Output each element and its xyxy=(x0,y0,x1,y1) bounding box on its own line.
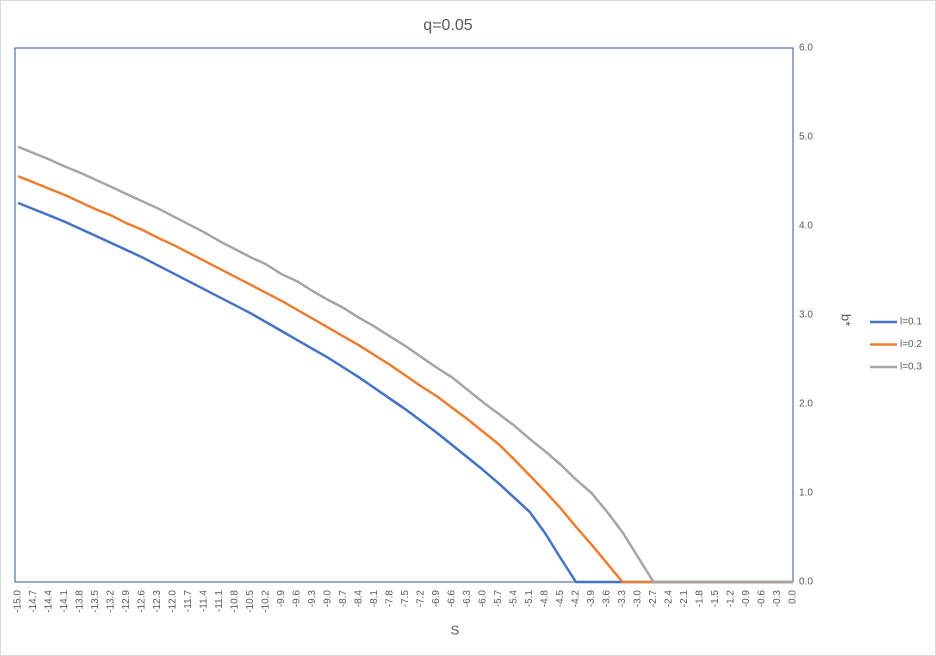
y-tick-label: 2.0 xyxy=(799,399,813,410)
x-tick-label: 0.0 xyxy=(788,590,799,604)
x-tick-label: -9.9 xyxy=(276,590,287,608)
x-tick-label: -0.6 xyxy=(757,590,768,608)
x-tick-label: -14.7 xyxy=(28,590,39,613)
x-tick-label: -6.3 xyxy=(462,590,473,608)
x-tick-label: -1.5 xyxy=(710,590,721,608)
x-tick-label: -5.4 xyxy=(509,590,520,608)
x-tick-label: -1.2 xyxy=(726,590,737,608)
series-line xyxy=(17,145,793,584)
x-tick-label: -6.0 xyxy=(478,590,489,608)
legend-label: l=0.3 xyxy=(900,362,922,373)
x-tick-label: -8.4 xyxy=(354,590,365,608)
x-tick-label: -5.7 xyxy=(493,590,504,608)
x-tick-label: -12.0 xyxy=(168,590,179,613)
y-tick-label: 4.0 xyxy=(799,221,813,232)
x-tick-label: -10.5 xyxy=(245,590,256,613)
y-tick-label: 3.0 xyxy=(799,310,813,321)
x-tick-label: -12.9 xyxy=(121,590,132,613)
x-tick-label: -7.5 xyxy=(400,590,411,608)
x-tick-label: -11.4 xyxy=(199,590,210,612)
y-axis-title: b* xyxy=(839,314,854,326)
x-tick-label: -9.6 xyxy=(292,590,303,608)
x-tick-label: -13.2 xyxy=(106,590,117,613)
y-tick-label: 6.0 xyxy=(799,43,813,54)
x-tick-label: -10.2 xyxy=(261,590,272,613)
x-tick-label: -9.3 xyxy=(307,590,318,608)
x-tick-label: -0.9 xyxy=(741,590,752,608)
x-tick-label: -15.0 xyxy=(13,590,24,613)
x-tick-label: -14.4 xyxy=(44,590,55,613)
x-tick-label: -14.1 xyxy=(59,590,70,613)
x-axis-title: S xyxy=(451,622,460,637)
x-tick-label: -2.4 xyxy=(664,590,675,608)
x-tick-label: -1.8 xyxy=(695,590,706,608)
y-tick-label: 0.0 xyxy=(799,577,813,588)
y-tick-label: 1.0 xyxy=(799,488,813,499)
x-tick-label: -3.0 xyxy=(633,590,644,608)
x-tick-label: -11.7 xyxy=(183,590,194,612)
x-tick-label: -13.8 xyxy=(75,590,86,613)
x-tick-label: -3.6 xyxy=(602,590,613,608)
plot-area xyxy=(14,47,794,583)
x-tick-label: -10.8 xyxy=(230,590,241,613)
x-tick-label: -12.6 xyxy=(137,590,148,613)
x-tick-label: -4.5 xyxy=(555,590,566,608)
x-tick-label: -7.2 xyxy=(416,590,427,608)
legend-label: l=0.2 xyxy=(900,339,922,350)
chart-title: q=0.05 xyxy=(423,17,472,34)
x-tick-label: -2.7 xyxy=(648,590,659,608)
x-tick-label: -2.1 xyxy=(679,590,690,608)
x-tick-label: -13.5 xyxy=(90,590,101,613)
x-tick-label: -9.0 xyxy=(323,590,334,608)
x-tick-label: -12.3 xyxy=(152,590,163,613)
x-tick-label: -4.8 xyxy=(540,590,551,608)
x-tick-label: -6.6 xyxy=(447,590,458,608)
x-tick-label: -8.7 xyxy=(338,590,349,608)
legend-label: l=0.1 xyxy=(900,317,922,328)
x-tick-label: -3.3 xyxy=(617,590,628,608)
x-tick-label: -6.9 xyxy=(431,590,442,608)
x-tick-label: -4.2 xyxy=(571,590,582,608)
x-tick-label: -3.9 xyxy=(586,590,597,608)
x-tick-label: -7.8 xyxy=(385,590,396,608)
x-tick-label: -0.3 xyxy=(772,590,783,608)
x-tick-label: -5.1 xyxy=(524,590,535,608)
x-tick-label: -11.1 xyxy=(214,590,225,612)
y-tick-label: 5.0 xyxy=(799,132,813,143)
x-tick-label: -8.1 xyxy=(369,590,380,608)
